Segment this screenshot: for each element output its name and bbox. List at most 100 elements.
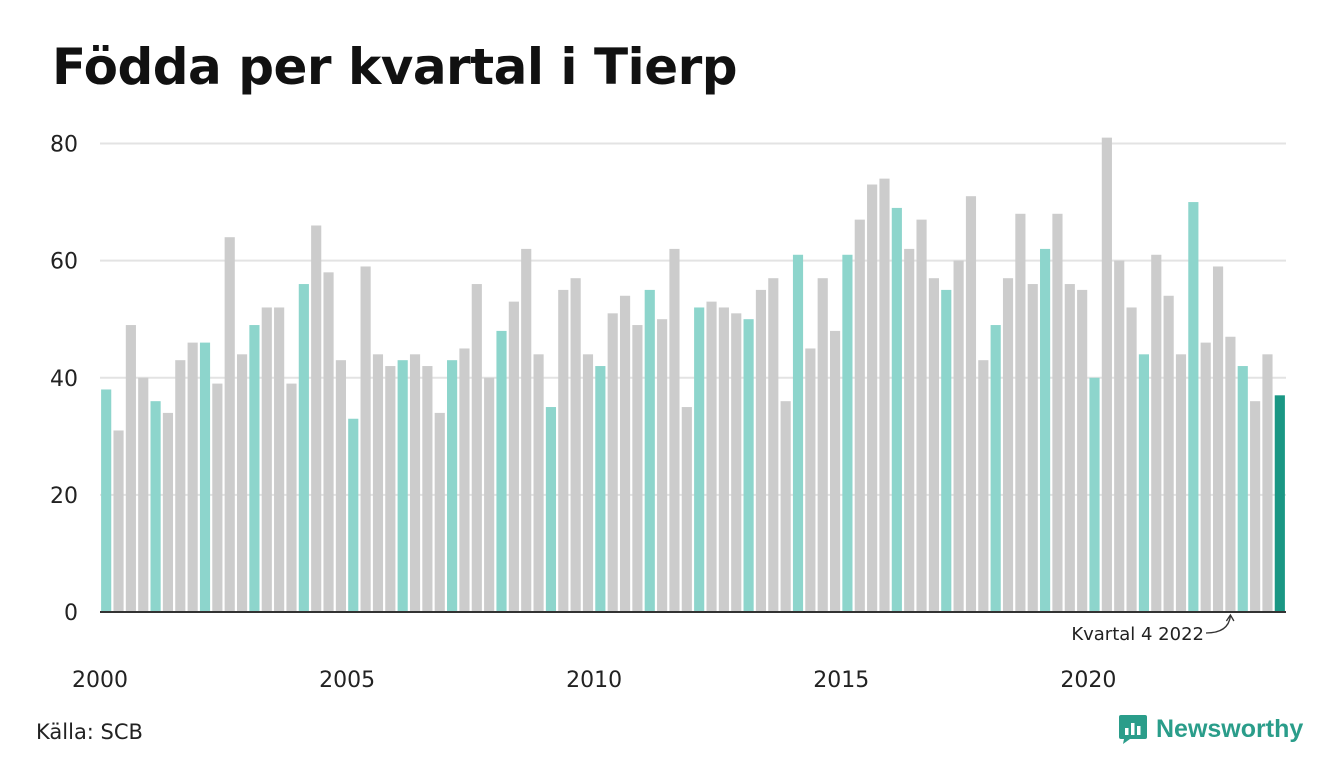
bar: [842, 254, 853, 613]
bar: [953, 260, 964, 612]
bar: [113, 430, 124, 612]
bar: [1052, 213, 1063, 612]
bar: [854, 219, 865, 612]
bar: [323, 272, 334, 612]
bar: [298, 284, 309, 612]
bar: [212, 383, 223, 612]
x-axis-ticks: 2000 2005 2010 2015 2020: [72, 668, 1116, 693]
x-tick-label: 2020: [1060, 668, 1116, 693]
bar: [1163, 295, 1174, 612]
bar: [496, 330, 507, 612]
bar: [508, 301, 519, 612]
bar: [657, 319, 668, 612]
bar: [409, 354, 421, 612]
bar: [607, 313, 618, 612]
bar: [731, 313, 742, 612]
bar: [829, 330, 841, 612]
x-tick-label: 2010: [566, 668, 622, 693]
x-tick-label: 2005: [319, 668, 375, 693]
bar: [1262, 354, 1273, 612]
bar: [1237, 366, 1248, 612]
brand-logo: Newsworthy: [1118, 713, 1303, 745]
bars: [101, 137, 1285, 613]
bar: [582, 354, 594, 612]
bar: [632, 325, 643, 612]
bar: [236, 354, 248, 612]
bar: [385, 366, 396, 612]
annotation-arrow: [1205, 615, 1232, 634]
bar: [360, 266, 371, 612]
bar: [904, 248, 915, 612]
bar: [1151, 254, 1162, 613]
bar: [372, 354, 384, 612]
bar: [125, 325, 136, 612]
bar: [644, 289, 655, 612]
bar: [570, 278, 581, 612]
bar: [916, 219, 927, 612]
bar: [990, 325, 1001, 612]
y-tick-label: 80: [50, 133, 78, 158]
bar: [286, 383, 297, 612]
y-tick-label: 20: [50, 484, 78, 509]
page-title: Födda per kvartal i Tierp: [52, 38, 738, 96]
bar: [792, 254, 804, 613]
bar: [422, 366, 433, 612]
bar: [718, 307, 729, 612]
bar: [965, 196, 977, 613]
bar: [768, 278, 779, 612]
bar: [706, 301, 717, 612]
bar: [755, 289, 767, 612]
bar: [274, 307, 285, 612]
bar: [1064, 284, 1075, 612]
bar: [1040, 248, 1051, 612]
bar: [348, 418, 359, 612]
bar: [138, 377, 149, 612]
bar: [817, 278, 828, 612]
bar: [1027, 284, 1038, 612]
bar: [459, 348, 470, 612]
bar: [162, 412, 174, 612]
bar: [558, 289, 569, 612]
bar: [891, 207, 902, 612]
bar: [1250, 401, 1261, 612]
bar: [1188, 202, 1199, 612]
bar: [1114, 260, 1125, 612]
bar: [545, 407, 557, 612]
bar: [1015, 213, 1026, 612]
bar: [780, 401, 791, 612]
bar: [743, 319, 754, 612]
source-note: Källa: SCB: [36, 720, 143, 744]
x-tick-label: 2015: [813, 668, 869, 693]
bar: [805, 348, 816, 612]
brand-name: Newsworthy: [1156, 714, 1304, 743]
bar: [681, 407, 692, 612]
annotation: Kvartal 4 2022: [1071, 613, 1235, 645]
bar: [1212, 266, 1224, 612]
bar: [224, 237, 235, 612]
x-tick-label: 2000: [72, 668, 128, 693]
bar: [521, 248, 532, 612]
bar: [447, 360, 458, 612]
bar: [941, 289, 952, 612]
bar: [101, 389, 112, 612]
bar: [595, 366, 606, 612]
bar: [619, 295, 631, 612]
chart-bubble-icon: [1119, 715, 1147, 744]
gridlines: [100, 142, 1286, 496]
bar: [471, 284, 482, 612]
annotation-label: Kvartal 4 2022: [1071, 624, 1204, 645]
bar: [1200, 342, 1211, 612]
annotation-arrowhead: [1225, 613, 1235, 622]
bar: [694, 307, 705, 612]
bar: [434, 412, 445, 612]
y-tick-label: 60: [50, 250, 78, 275]
bar: [1175, 354, 1187, 612]
bar: [1138, 354, 1150, 612]
y-tick-label: 0: [64, 601, 78, 626]
bar: [1089, 377, 1100, 612]
bar: [928, 278, 939, 612]
bar: [187, 342, 198, 612]
bar: [199, 342, 211, 612]
bar: [261, 307, 272, 612]
bar: [533, 354, 544, 612]
